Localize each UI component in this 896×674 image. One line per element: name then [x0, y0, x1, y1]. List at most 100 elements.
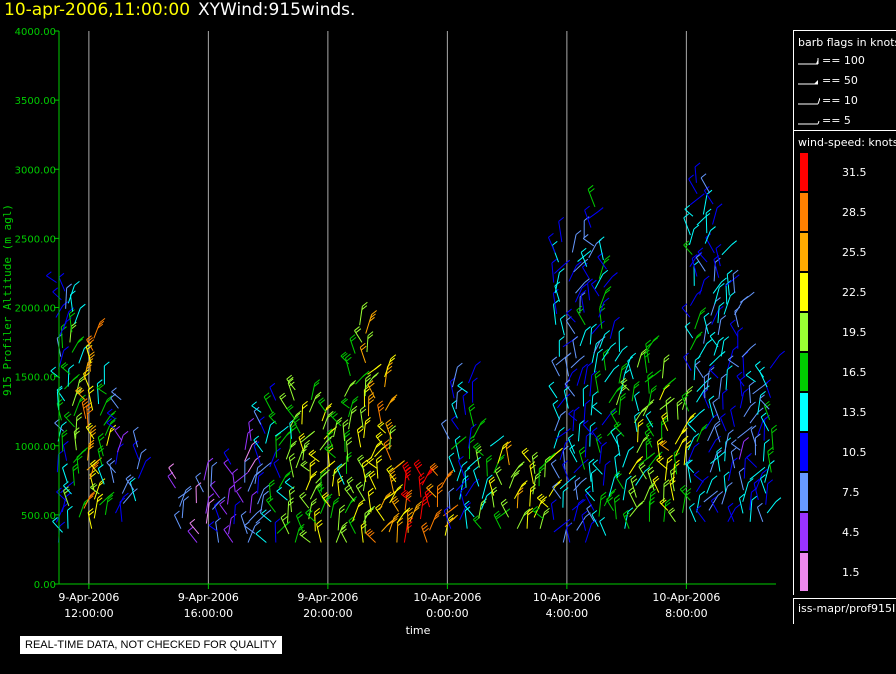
- speed-label: 31.5: [842, 166, 867, 179]
- wind-barb: [356, 425, 364, 448]
- speed-label: 13.5: [842, 406, 867, 419]
- wind-barb: [550, 459, 560, 479]
- wind-barb: [553, 518, 571, 533]
- wind-barb: [468, 403, 476, 427]
- wind-barb: [753, 479, 760, 500]
- wind-barb: [622, 509, 630, 529]
- wind-barb: [580, 247, 588, 267]
- wind-barb: [589, 421, 596, 447]
- wind-barb: [738, 467, 745, 491]
- wind-barb: [684, 204, 694, 217]
- wind-barb: [572, 336, 579, 359]
- wind-barb: [598, 330, 610, 349]
- wind-barb: [603, 272, 618, 288]
- wind-barb: [81, 398, 89, 419]
- wind-barb: [636, 434, 650, 453]
- wind-barb: [610, 407, 620, 427]
- wind-barb: [646, 335, 660, 352]
- wind-barb: [704, 226, 716, 244]
- wind-barb: [577, 250, 592, 262]
- wind-barb: [426, 483, 437, 498]
- wind-barb: [587, 184, 596, 208]
- wind-barb: [697, 247, 708, 263]
- wind-barb: [754, 433, 761, 456]
- wind-barb: [355, 370, 370, 385]
- wind-barb: [741, 343, 757, 358]
- wind-barb: [702, 389, 710, 409]
- speed-label: 10.5: [842, 446, 867, 459]
- wind-barb: [305, 471, 318, 491]
- wind-barb: [718, 373, 727, 399]
- wind-barb: [298, 433, 306, 452]
- wind-barb: [344, 429, 351, 453]
- wind-barb: [103, 410, 117, 426]
- wind-barb: [389, 460, 405, 473]
- wind-barb: [413, 459, 423, 477]
- wind-barb: [724, 274, 740, 287]
- wind-barb: [268, 411, 277, 425]
- wind-barb: [514, 480, 528, 499]
- wind-barb: [689, 408, 705, 424]
- wind-barb: [56, 487, 68, 503]
- wind-barb: [601, 342, 617, 361]
- wind-barb: [52, 517, 63, 533]
- wind-barb: [648, 488, 657, 513]
- wind-barb: [572, 406, 580, 432]
- wind-barb: [713, 336, 724, 356]
- wind-barb: [583, 361, 593, 385]
- wind-barb: [117, 430, 129, 453]
- wind-barb: [629, 500, 645, 517]
- wind-barb: [104, 494, 114, 515]
- wind-speed-legend: wind-speed: knots 31.5 28.5 25.5 22.5 19.5 16…: [793, 130, 896, 595]
- wind-barb: [647, 371, 654, 394]
- wind-barb: [337, 504, 346, 531]
- wind-barb: [652, 475, 660, 493]
- wind-barb: [136, 448, 147, 470]
- wind-barb: [177, 487, 192, 499]
- wind-barb: [375, 431, 384, 446]
- wind-barb: [598, 491, 607, 517]
- chart-title: 10-apr-2006,11:00:00 XYWind:915winds.: [4, 0, 355, 20]
- wind-barb: [365, 310, 377, 334]
- wind-barb: [614, 452, 621, 478]
- wind-barb: [709, 331, 719, 348]
- wind-barb: [705, 233, 715, 254]
- wind-barb: [97, 433, 105, 457]
- wind-barb: [695, 505, 706, 523]
- y-tick-label: 1500.00: [15, 373, 56, 384]
- wind-barb: [574, 477, 581, 500]
- wind-barb: [72, 463, 79, 486]
- wind-barb: [257, 471, 264, 494]
- wind-barb: [302, 439, 310, 461]
- wind-barb: [599, 286, 612, 308]
- wind-barb: [174, 510, 182, 529]
- wind-barb: [443, 506, 452, 529]
- wind-barb: [344, 496, 358, 514]
- wind-barb: [699, 275, 710, 295]
- speed-legend-row: 22.5: [798, 273, 893, 313]
- wind-barb: [274, 425, 289, 437]
- wind-barb: [366, 331, 374, 353]
- wind-barb: [703, 490, 718, 503]
- wind-barb: [634, 411, 640, 432]
- flag-100-label: == 100: [822, 54, 865, 67]
- wind-barb: [567, 433, 576, 454]
- wind-barb: [244, 440, 258, 462]
- wind-barb: [390, 495, 400, 512]
- wind-barb: [730, 447, 737, 469]
- wind-barb: [295, 445, 308, 469]
- wind-barb: [766, 497, 782, 514]
- wind-barb: [330, 497, 340, 519]
- wind-barb: [346, 437, 353, 462]
- wind-barb: [554, 259, 571, 274]
- wind-barb: [554, 268, 565, 294]
- wind-barb: [705, 208, 712, 234]
- speed-legend-row: 13.5: [798, 393, 893, 433]
- wind-barb: [168, 463, 177, 480]
- wind-barb: [620, 377, 630, 391]
- wind-barb: [383, 489, 398, 501]
- wind-barb: [332, 462, 347, 477]
- wind-barb: [109, 460, 116, 484]
- wind-barb: [570, 355, 585, 369]
- wind-barb: [223, 448, 232, 465]
